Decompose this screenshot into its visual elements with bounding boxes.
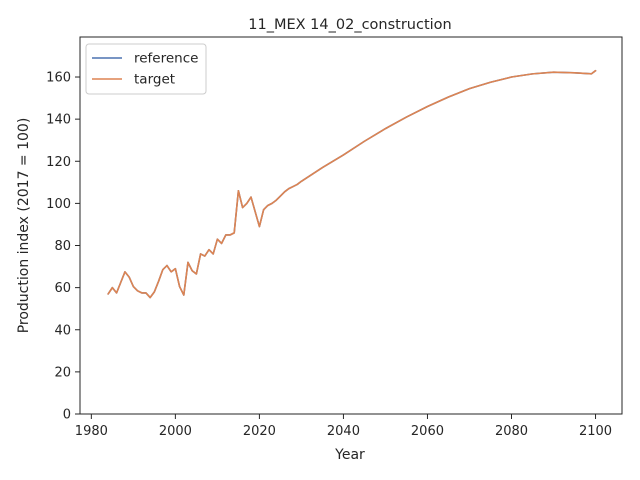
y-tick-label: 100 — [46, 197, 71, 212]
x-tick-label: 2020 — [243, 424, 276, 439]
y-tick-label: 60 — [54, 281, 71, 296]
x-tick-label: 1980 — [75, 424, 108, 439]
series-line-target — [107, 69, 597, 299]
legend-label-target: target — [134, 72, 175, 88]
y-tick-label: 120 — [46, 155, 71, 170]
y-tick-label: 80 — [54, 239, 71, 254]
y-axis: 0 20 40 60 80 100 120 140 160 — [46, 71, 80, 423]
legend-label-reference: reference — [134, 51, 198, 67]
legend: reference target — [85, 43, 207, 95]
y-tick-label: 160 — [46, 71, 71, 86]
x-axis: 1980 2000 2020 2040 2060 2080 2100 — [75, 414, 612, 439]
x-tick-label: 2000 — [159, 424, 192, 439]
x-tick-label: 2060 — [411, 424, 444, 439]
series-line-reference — [107, 69, 597, 299]
x-axis-label: Year — [334, 447, 365, 463]
legend-box — [85, 43, 207, 95]
plot-lines — [107, 69, 597, 299]
x-tick-label: 2040 — [327, 424, 360, 439]
x-tick-label: 2100 — [579, 424, 612, 439]
chart-title: 11_MEX 14_02_construction — [248, 17, 452, 33]
y-tick-label: 0 — [63, 408, 71, 423]
y-tick-label: 140 — [46, 113, 71, 128]
x-tick-label: 2080 — [495, 424, 528, 439]
plot-frame — [79, 36, 623, 415]
y-axis-label: Production index (2017 = 100) — [16, 118, 32, 334]
y-tick-label: 20 — [54, 365, 71, 380]
y-tick-label: 40 — [54, 323, 71, 338]
